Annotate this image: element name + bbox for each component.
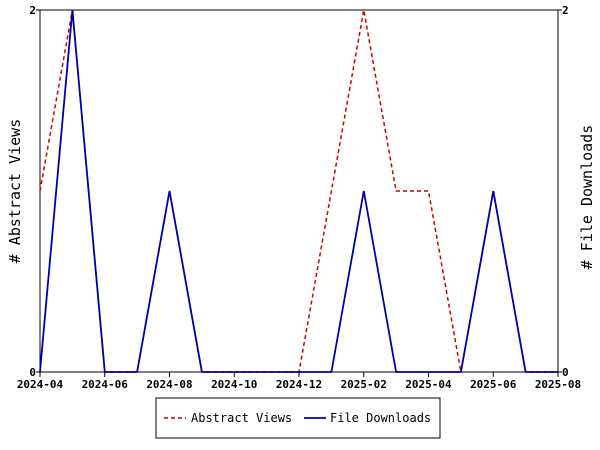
y-tick-label-right: 2 [562, 4, 569, 17]
x-tick-label: 2024-08 [146, 378, 192, 391]
x-tick-label: 2025-02 [341, 378, 387, 391]
x-tick-label: 2024-04 [17, 378, 64, 391]
x-tick-label: 2024-06 [82, 378, 129, 391]
legend: Abstract Views File Downloads [155, 397, 441, 439]
y-tick-label-left: 2 [29, 4, 36, 17]
x-tick-label: 2024-10 [211, 378, 257, 391]
plot-frame [39, 9, 559, 373]
series-line-file-downloads [39, 9, 558, 373]
x-tick-label: 2025-04 [405, 378, 452, 391]
series-layer [39, 9, 558, 373]
y-tick-label-left: 0 [29, 366, 36, 379]
y-tick-label-right: 0 [562, 366, 569, 379]
ticks-layer: 2024-04 2024-06 2024-08 2024-10 2024-12 2025-… [17, 4, 581, 391]
y-axis-left-title: # Abstract Views [6, 119, 24, 264]
legend-label-file-downloads: File Downloads [330, 411, 431, 425]
x-tick-label: 2025-08 [535, 378, 581, 391]
series-line-abstract-views [39, 9, 558, 373]
x-tick-label: 2025-06 [470, 378, 517, 391]
x-tick-label: 2024-12 [276, 378, 322, 391]
legend-label-abstract-views: Abstract Views [191, 411, 292, 425]
legend-box [155, 397, 441, 439]
y-axis-right-title: # File Downloads [578, 125, 596, 270]
